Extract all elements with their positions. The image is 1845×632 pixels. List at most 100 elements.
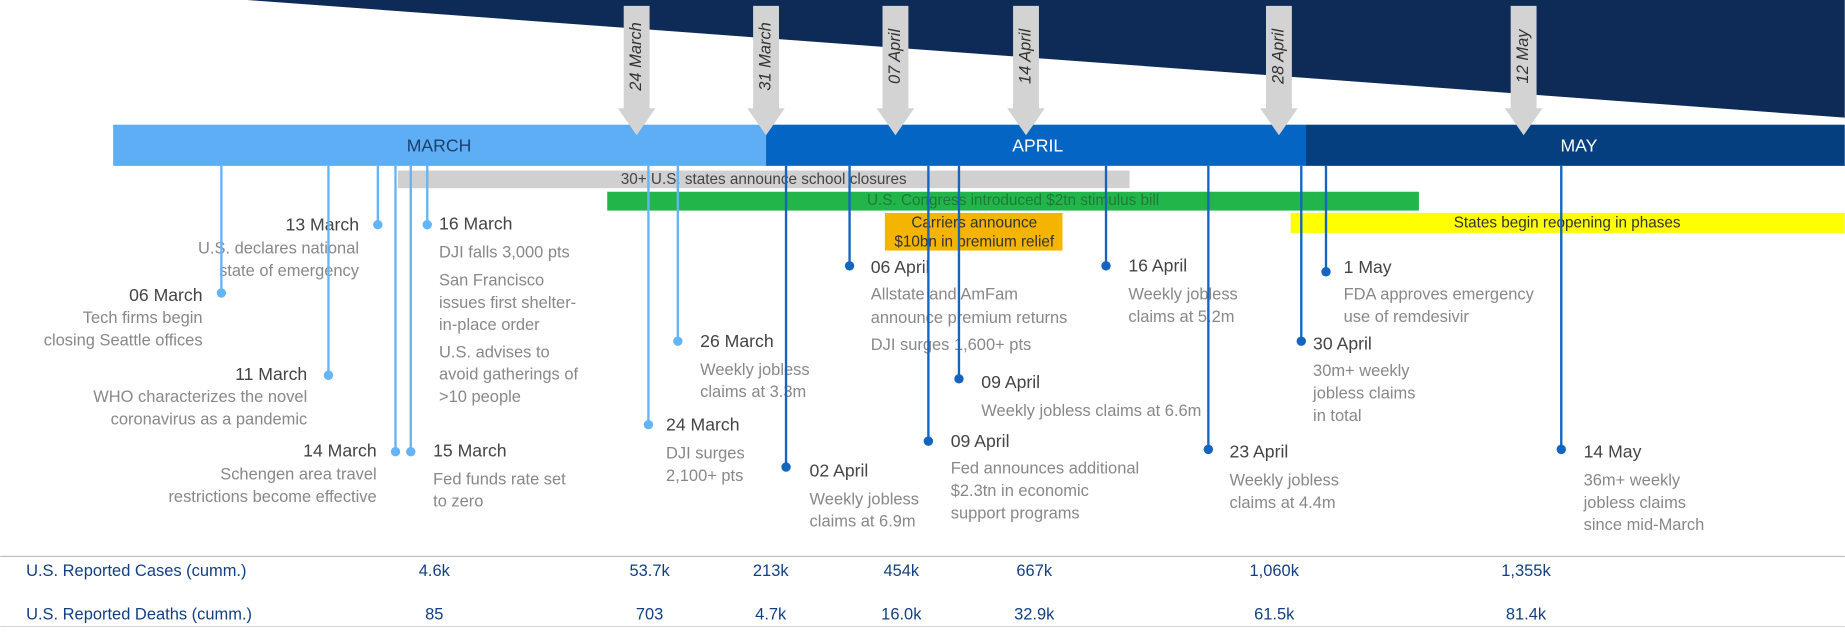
event-dot	[845, 261, 854, 270]
event-date: 24 March	[666, 414, 739, 434]
event-text: Weekly jobless	[1128, 286, 1237, 304]
event-text: $2.3tn in economic	[951, 482, 1089, 500]
event-text: DJI falls 3,000 pts	[439, 243, 570, 261]
bar-label: Carriers announce	[911, 215, 1037, 232]
event-date: 23 April	[1230, 442, 1289, 462]
arrow-label: 28 April	[1269, 28, 1287, 86]
event-text: coronavirus as a pandemic	[111, 410, 308, 428]
event-dot	[924, 436, 933, 445]
event-text: announce premium returns	[871, 309, 1068, 327]
cell: 667k	[1016, 562, 1052, 580]
row-label: U.S. Reported Cases (cumm.)	[26, 562, 246, 580]
event-date: 15 March	[433, 440, 506, 460]
event-dot	[1557, 445, 1566, 454]
event-text: Weekly jobless	[810, 490, 919, 508]
event-text: support programs	[951, 504, 1080, 522]
cell: 1,355k	[1501, 562, 1551, 580]
event-text: 36m+ weekly	[1584, 471, 1681, 489]
arrow-label: 12 May	[1514, 28, 1532, 84]
event-date: 09 April	[981, 372, 1040, 392]
event-text: restrictions become effective	[168, 488, 376, 506]
month-label: MARCH	[407, 136, 472, 156]
event-text: FDA approves emergency	[1344, 286, 1535, 304]
event-date: 1 May	[1344, 257, 1392, 277]
event-dot	[1321, 267, 1330, 276]
event-text: jobless claims	[1312, 384, 1415, 402]
cell: 53.7k	[629, 562, 670, 580]
event-date: 02 April	[810, 460, 869, 480]
event-date: 09 April	[951, 431, 1010, 451]
event-text: jobless claims	[1583, 494, 1686, 512]
event-dot	[217, 288, 226, 297]
month-label: MAY	[1560, 136, 1597, 156]
cell: 16.0k	[881, 606, 922, 624]
arrow-label: 07 April	[886, 28, 904, 85]
event-dot	[373, 220, 382, 229]
arrow-label: 31 March	[756, 22, 774, 91]
event-text: Schengen area travel	[220, 466, 376, 484]
cell: 85	[425, 606, 443, 624]
event-text: Weekly jobless	[700, 361, 809, 379]
event-text: DJI surges	[666, 444, 745, 462]
event-dot	[1204, 445, 1213, 454]
event-date: 16 March	[439, 213, 512, 233]
event-text: state of emergency	[219, 262, 360, 280]
event-date: 30 April	[1313, 333, 1372, 353]
event-text: 2,100+ pts	[666, 467, 743, 485]
event-text: avoid gatherings of	[439, 366, 578, 384]
cell: 703	[636, 606, 663, 624]
cell: 81.4k	[1506, 606, 1547, 624]
event-text: Fed funds rate set	[433, 470, 566, 488]
cell: 32.9k	[1014, 606, 1055, 624]
event-text: Tech firms begin	[83, 309, 203, 327]
event-date: 06 April	[871, 257, 930, 277]
event-text: claims at 5.2m	[1128, 308, 1234, 326]
cell: 4.6k	[419, 562, 451, 580]
event-dot	[406, 447, 415, 456]
event-text: use of remdesivir	[1344, 308, 1470, 326]
event-date: 06 March	[129, 285, 202, 305]
event-date: 11 March	[235, 364, 307, 384]
arrow-label: 24 March	[627, 22, 645, 92]
event-text: >10 people	[439, 388, 521, 406]
bar-label: 30+ U.S. states announce school closures	[621, 171, 907, 188]
event-date: 26 March	[700, 331, 773, 351]
event-text: San Francisco	[439, 271, 544, 289]
event-text: DJI surges 1,600+ pts	[871, 336, 1032, 354]
event-dot	[1297, 336, 1306, 345]
arrow-label: 14 April	[1016, 28, 1034, 85]
event-dot	[1101, 261, 1110, 270]
cell: 4.7k	[755, 606, 787, 624]
cell: 1,060k	[1250, 562, 1300, 580]
event-text: closing Seattle offices	[44, 331, 203, 349]
event-text: Weekly jobless claims at 6.6m	[981, 402, 1201, 420]
cell: 454k	[883, 562, 919, 580]
page: MARCHAPRILMAY24 March31 March07 April14 …	[0, 0, 1845, 632]
event-dot	[644, 420, 653, 429]
event-text: issues first shelter-	[439, 294, 576, 312]
event-dot	[954, 374, 963, 383]
event-date: 14 May	[1584, 442, 1642, 462]
event-text: claims at 4.4m	[1230, 494, 1336, 512]
event-text: U.S. advises to	[439, 343, 550, 361]
event-dot	[423, 220, 432, 229]
event-text: to zero	[433, 493, 483, 511]
event-date: 16 April	[1128, 256, 1187, 276]
event-text: Fed announces additional	[951, 460, 1139, 478]
cell: 213k	[753, 562, 789, 580]
event-text: in total	[1313, 407, 1361, 425]
event-dot	[781, 462, 790, 471]
event-text: WHO characterizes the novel	[93, 388, 307, 406]
event-dot	[324, 371, 333, 380]
header-band	[247, 0, 1844, 118]
timeline: MARCHAPRILMAY24 March31 March07 April14 …	[0, 0, 1845, 627]
event-text: in-place order	[439, 316, 540, 334]
cell: 61.5k	[1254, 606, 1295, 624]
event-dot	[391, 447, 400, 456]
event-dot	[673, 336, 682, 345]
event-date: 13 March	[286, 215, 359, 235]
event-text: Weekly jobless	[1230, 471, 1339, 489]
event-text: since mid-March	[1584, 516, 1705, 534]
bar-label: States begin reopening in phases	[1454, 215, 1681, 232]
event-text: claims at 6.9m	[810, 513, 916, 531]
